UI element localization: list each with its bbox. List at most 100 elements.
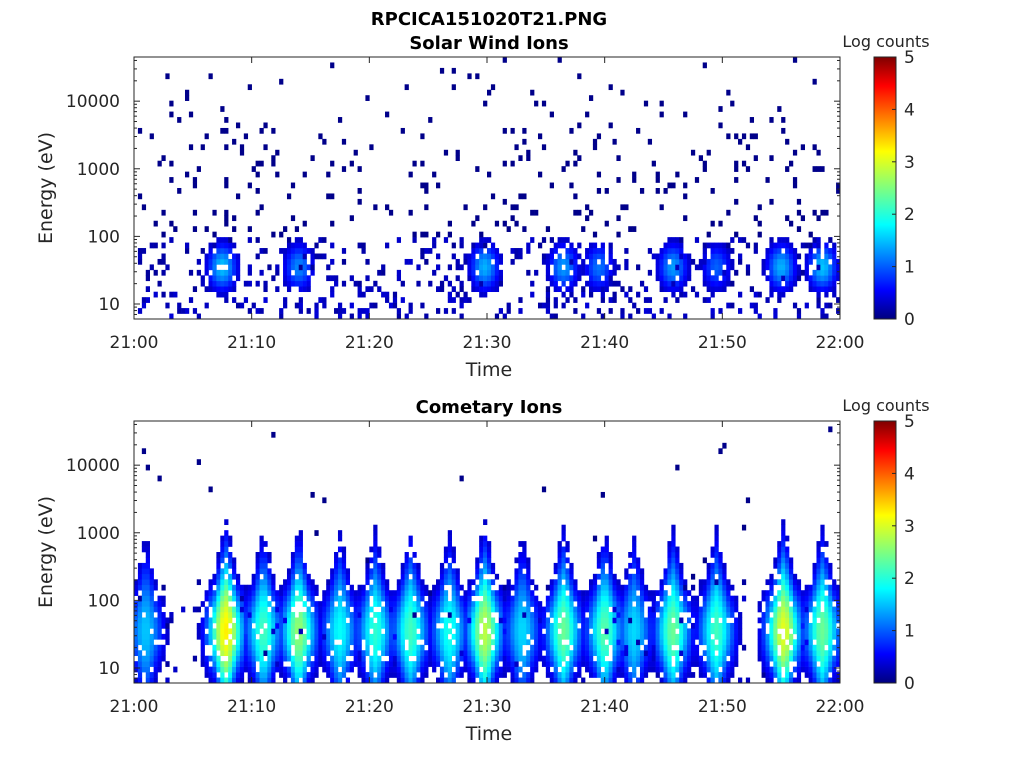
heatmap-cell	[341, 557, 347, 564]
heatmap-cell	[283, 584, 288, 591]
heatmap-cell	[302, 617, 307, 624]
heatmap-cell	[526, 595, 531, 602]
heatmap-cell	[298, 258, 303, 265]
heatmap-cell	[200, 275, 205, 282]
heatmap-cell	[706, 286, 711, 293]
heatmap-cell	[828, 269, 833, 276]
heatmap-cell	[675, 269, 680, 276]
heatmap-cell	[557, 264, 562, 271]
heatmap-cell	[443, 546, 449, 553]
heatmap-cell	[322, 595, 327, 602]
heatmap-cell	[569, 677, 574, 684]
heatmap-cell	[796, 617, 802, 624]
heatmap-cell	[137, 612, 143, 618]
heatmap-cell	[137, 193, 143, 200]
heatmap-cell	[228, 562, 233, 569]
heatmap-cell	[428, 633, 433, 640]
heatmap-cell	[145, 650, 150, 657]
heatmap-cell	[341, 568, 347, 575]
heatmap-cell	[526, 639, 531, 646]
heatmap-cell	[659, 612, 664, 618]
heatmap-cell	[259, 568, 264, 575]
heatmap-cell	[334, 633, 339, 640]
heatmap-cell	[683, 291, 688, 298]
heatmap-cell	[636, 291, 641, 298]
heatmap-cell	[400, 601, 405, 607]
heatmap-cell	[306, 628, 311, 635]
heatmap-cell	[283, 628, 288, 635]
heatmap-cell	[679, 650, 684, 657]
heatmap-cell	[404, 650, 409, 657]
heatmap-cell	[698, 579, 704, 586]
heatmap-cell	[816, 546, 821, 553]
heatmap-cell	[710, 291, 715, 298]
heatmap-cell	[314, 253, 319, 260]
heatmap-cell	[659, 655, 664, 662]
heatmap-cell	[628, 606, 633, 613]
heatmap-cell	[820, 524, 825, 531]
heatmap-cell	[369, 666, 374, 673]
heatmap-cell	[608, 269, 613, 276]
heatmap-cell	[188, 111, 194, 118]
heatmap-cell	[785, 248, 790, 254]
heatmap-cell	[255, 590, 260, 596]
heatmap-cell	[381, 677, 386, 684]
heatmap-cell	[247, 666, 252, 673]
heatmap-cell	[643, 672, 649, 678]
heatmap-cell	[828, 666, 833, 673]
heatmap-cell	[306, 590, 311, 596]
heatmap-cell	[447, 639, 452, 646]
heatmap-cell	[561, 622, 566, 629]
heatmap-cell	[224, 248, 229, 254]
heatmap-cell	[361, 601, 366, 607]
heatmap-cell	[522, 677, 527, 684]
heatmap-cell	[639, 579, 645, 586]
heatmap-cell	[808, 639, 813, 646]
heatmap-cell	[479, 535, 484, 542]
heatmap-cell	[271, 633, 276, 640]
heatmap-cell	[447, 568, 452, 575]
heatmap-cell	[216, 606, 221, 613]
heatmap-cell	[432, 595, 437, 602]
heatmap-cell	[224, 127, 229, 134]
heatmap-cell	[424, 622, 429, 629]
heatmap-cell	[549, 644, 554, 651]
heatmap-cell	[302, 666, 307, 673]
heatmap-cell	[373, 573, 378, 580]
heatmap-cell	[792, 302, 798, 309]
heatmap-cell	[561, 275, 566, 282]
panel-cometary-ions: 21:00 21:10 21:20 21:30 21:40 21:50 22:0010100…	[35, 396, 930, 745]
heatmap-cell	[667, 617, 672, 624]
heatmap-cell	[490, 655, 496, 662]
heatmap-cell	[471, 253, 476, 260]
heatmap-cell	[483, 633, 488, 640]
heatmap-cell	[769, 198, 774, 205]
heatmap-cell	[385, 579, 390, 586]
heatmap-cell	[702, 280, 707, 287]
heatmap-cell	[549, 639, 554, 646]
heatmap-cell	[624, 568, 629, 575]
heatmap-cell	[279, 639, 284, 646]
heatmap-cell	[671, 579, 676, 586]
heatmap-cell	[781, 579, 786, 586]
heatmap-cell	[365, 275, 370, 282]
heatmap-cell	[149, 590, 154, 596]
heatmap-cell	[483, 606, 488, 613]
heatmap-cell	[377, 552, 382, 558]
heatmap-cell	[573, 650, 578, 657]
heatmap-cell	[494, 573, 500, 580]
heatmap-cell	[789, 612, 794, 618]
heatmap-cell	[734, 177, 739, 183]
heatmap-cell	[722, 601, 727, 607]
heatmap-cell	[530, 209, 535, 216]
heatmap-cell	[216, 622, 221, 629]
heatmap-cell	[730, 601, 735, 607]
heatmap-cell	[220, 606, 225, 613]
heatmap-cell	[432, 171, 437, 178]
heatmap-cell	[816, 601, 821, 607]
heatmap-cell	[483, 546, 488, 553]
heatmap-cell	[498, 628, 503, 635]
heatmap-cell	[341, 166, 347, 172]
heatmap-cell	[365, 573, 370, 580]
heatmap-cell	[259, 644, 264, 651]
